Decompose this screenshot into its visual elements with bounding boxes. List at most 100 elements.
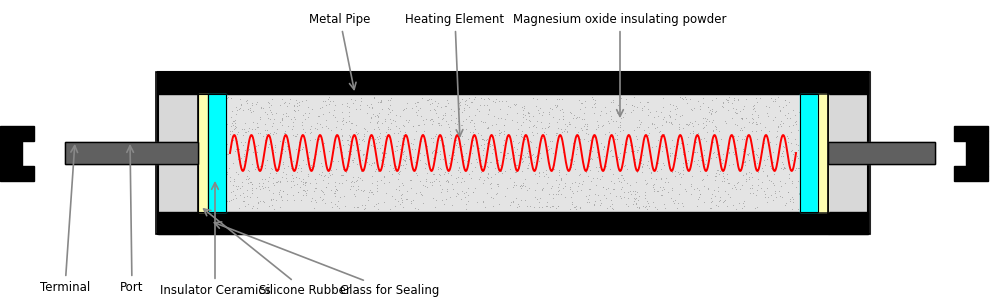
Point <box>258 132 274 136</box>
Point <box>612 151 628 156</box>
Point <box>439 98 455 103</box>
Point <box>425 155 441 160</box>
Point <box>566 112 582 117</box>
Point <box>292 147 308 152</box>
Bar <box>65 142 198 164</box>
Point <box>596 145 612 150</box>
Point <box>266 206 282 211</box>
Point <box>222 144 238 149</box>
Point <box>521 186 537 191</box>
Point <box>221 166 237 171</box>
Point <box>561 119 577 124</box>
Point <box>376 181 392 186</box>
Point <box>275 147 291 152</box>
Point <box>662 115 678 120</box>
Point <box>491 128 507 133</box>
Point <box>616 164 632 169</box>
Point <box>572 136 588 141</box>
Point <box>236 152 252 157</box>
Point <box>209 127 225 132</box>
Point <box>334 159 350 164</box>
Point <box>657 179 673 184</box>
Point <box>464 151 480 156</box>
Point <box>672 95 688 100</box>
Point <box>571 136 587 140</box>
Point <box>515 183 531 188</box>
Point <box>498 155 514 160</box>
Point <box>671 122 687 127</box>
Point <box>396 107 412 112</box>
Point <box>426 106 442 111</box>
Point <box>374 120 390 125</box>
Point <box>207 203 223 207</box>
Point <box>584 149 600 154</box>
Point <box>395 132 411 137</box>
Point <box>459 158 475 163</box>
Point <box>562 157 578 162</box>
Point <box>479 160 495 165</box>
Point <box>436 172 452 177</box>
Point <box>480 165 496 170</box>
Point <box>239 100 255 105</box>
Point <box>374 151 390 156</box>
Point <box>754 165 770 170</box>
Point <box>707 194 723 199</box>
Point <box>513 146 529 151</box>
Point <box>587 105 603 110</box>
Point <box>569 114 585 119</box>
Point <box>497 146 513 151</box>
Bar <box>156 72 198 234</box>
Point <box>414 193 430 198</box>
Point <box>260 145 276 150</box>
Point <box>615 127 631 132</box>
Point <box>249 124 265 129</box>
Point <box>412 158 428 162</box>
Point <box>387 149 403 154</box>
Point <box>616 189 632 194</box>
Point <box>777 166 793 171</box>
Point <box>571 172 587 177</box>
Point <box>306 206 322 211</box>
Point <box>387 119 403 124</box>
Point <box>625 107 641 112</box>
Point <box>205 136 221 141</box>
Point <box>333 127 349 132</box>
Point <box>536 130 552 135</box>
Point <box>740 153 756 158</box>
Point <box>222 178 238 183</box>
Point <box>710 188 726 193</box>
Point <box>787 119 803 124</box>
Point <box>437 110 453 115</box>
Point <box>526 160 542 165</box>
Point <box>318 118 334 123</box>
Point <box>662 145 678 150</box>
Point <box>736 203 752 208</box>
Point <box>289 101 305 106</box>
Point <box>356 132 372 137</box>
Point <box>418 150 434 155</box>
Point <box>291 140 307 144</box>
Point <box>432 138 448 143</box>
Point <box>649 124 665 129</box>
Point <box>751 164 767 169</box>
Point <box>412 105 428 110</box>
Point <box>696 125 712 130</box>
Point <box>370 137 386 142</box>
Point <box>679 161 695 166</box>
Point <box>333 173 349 178</box>
Point <box>533 120 549 125</box>
Point <box>554 97 570 102</box>
Point <box>230 184 246 188</box>
Point <box>241 146 257 151</box>
Point <box>323 200 339 205</box>
Point <box>314 189 330 194</box>
Point <box>408 109 424 114</box>
Point <box>565 161 581 166</box>
Point <box>581 199 597 204</box>
Point <box>244 101 260 106</box>
Point <box>483 131 499 136</box>
Point <box>437 170 453 175</box>
Point <box>419 143 435 148</box>
Point <box>581 192 597 197</box>
Point <box>454 144 470 149</box>
